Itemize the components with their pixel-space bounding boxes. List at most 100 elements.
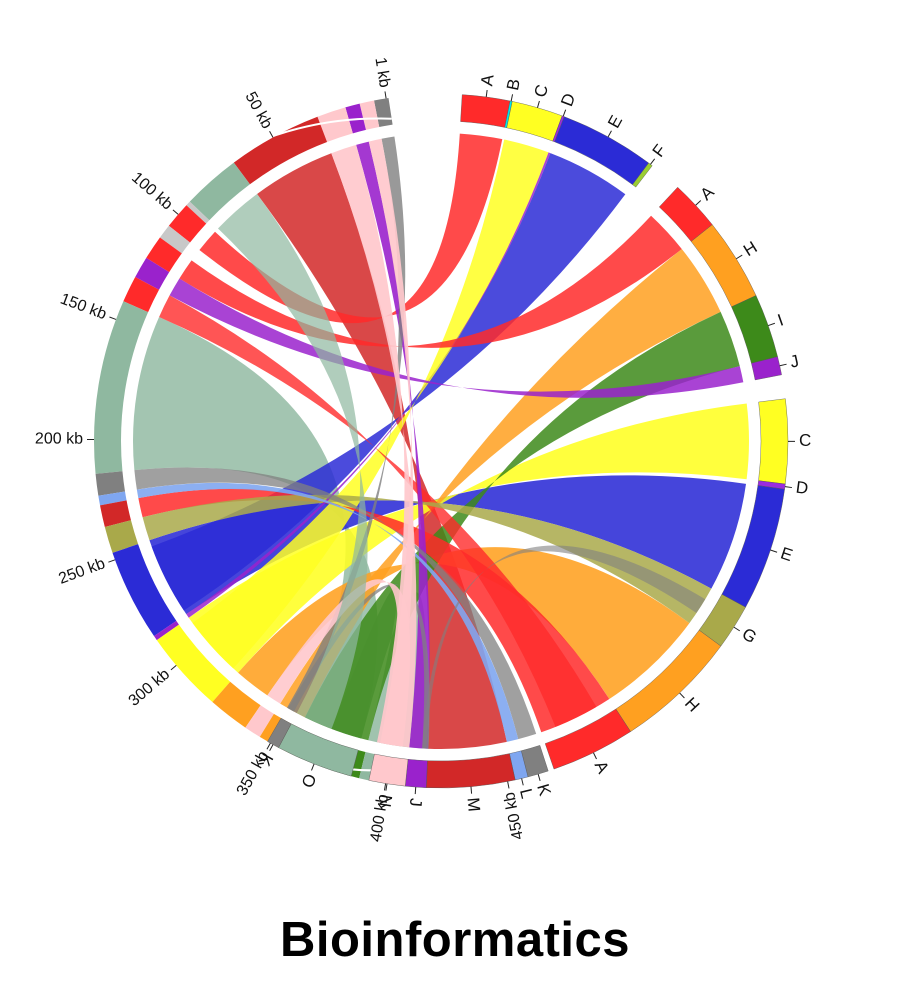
genome-segment-a: [123, 276, 160, 313]
group-tick: [485, 89, 488, 98]
group-segment-label: H: [740, 238, 760, 261]
group-segment-label: A: [591, 758, 613, 777]
group-segment-c: [758, 398, 789, 485]
group-segment-label: H: [681, 694, 703, 716]
genome-tick: [269, 131, 274, 138]
genome-segment-o: [189, 162, 250, 221]
genome-segment-o: [94, 301, 149, 474]
group-segment-label: A: [697, 182, 719, 204]
genome-tick-label: 300 kb: [126, 666, 174, 710]
genome-tick-label: 250 kb: [56, 555, 107, 587]
group-tick: [385, 783, 388, 791]
group-segment-label: K: [533, 782, 555, 799]
group-tick: [736, 254, 743, 260]
ribbon-o: [217, 193, 368, 729]
group-tick: [414, 787, 417, 795]
group-segment-k: [267, 717, 292, 748]
genome-segment-m: [233, 116, 328, 185]
group-segment-label: D: [795, 478, 810, 498]
ribbon-c: [188, 403, 749, 673]
genome-segment-h: [212, 681, 261, 728]
genome-guide-line: [51, 117, 429, 772]
group-segment-m: [426, 753, 516, 789]
group-segment-a: [460, 94, 511, 128]
group-tick: [768, 322, 776, 327]
group-segment-label: E: [604, 112, 626, 131]
group-segment-a: [544, 708, 631, 770]
genome-segment-j: [135, 257, 170, 290]
ribbon-j: [356, 141, 430, 749]
group-segment-label: A: [477, 73, 497, 87]
ribbon-j: [169, 278, 744, 398]
group-segment-j: [751, 356, 782, 381]
group-segment-label: C: [799, 431, 811, 450]
genome-segment-k: [95, 471, 126, 496]
genome-tick-label: 1 kb: [371, 56, 393, 89]
group-segment-label: C: [530, 82, 552, 99]
group-segment-label: J: [406, 797, 426, 807]
genome-segment-l: [98, 491, 127, 506]
group-segment-n: [368, 753, 409, 787]
genome-segment-silver: [159, 225, 191, 254]
group-segment-label: B: [503, 77, 524, 92]
genome-segment-j: [154, 620, 179, 641]
genome-tick: [507, 781, 510, 789]
group-segment-label: O: [297, 771, 320, 790]
ribbon-a: [159, 295, 597, 727]
genome-tick-label: 150 kb: [58, 291, 109, 324]
genome-tick: [108, 559, 116, 563]
group-tick: [521, 778, 524, 786]
group-segment-label: I: [775, 310, 786, 329]
ribbon-o: [132, 316, 378, 739]
group-tick: [607, 130, 612, 138]
group-tick: [679, 692, 685, 699]
genome-tick: [266, 742, 271, 750]
genome-segment-n: [317, 107, 353, 142]
genome-tick: [384, 91, 387, 99]
genome-tick: [170, 664, 177, 671]
ribbon-h: [280, 248, 721, 718]
group-segment-label: L: [516, 787, 537, 801]
group-segment-label: D: [557, 91, 579, 109]
group-tick: [593, 752, 597, 760]
group-segment-label: G: [739, 624, 760, 647]
track-layer: [51, 94, 789, 789]
group-segment-c: [506, 101, 563, 142]
ribbon-a: [199, 133, 503, 324]
group-tick: [311, 763, 315, 771]
ribbon-n: [368, 138, 414, 746]
group-segment-i: [731, 295, 778, 364]
group-segment-label: M: [463, 797, 483, 813]
group-tick: [510, 94, 514, 102]
group-tick: [562, 109, 567, 117]
group-segment-f: [632, 162, 653, 188]
ribbon-c: [192, 139, 549, 669]
genome-segment-n: [359, 100, 380, 130]
group-tick: [470, 786, 473, 794]
group-tick: [537, 773, 541, 781]
genome-tick: [109, 316, 117, 320]
genome-tick-label: 200 kb: [35, 430, 83, 447]
group-tick: [770, 549, 778, 553]
group-segment-label: F: [649, 141, 670, 161]
genome-tick: [383, 783, 387, 791]
group-segment-label: E: [778, 543, 795, 565]
group-tick: [695, 200, 702, 206]
genome-segment-silver: [186, 201, 210, 224]
figure-caption: Bioinformatics: [279, 913, 631, 967]
group-tick: [784, 486, 792, 489]
group-segment-label: N: [375, 793, 396, 808]
group-tick: [650, 158, 656, 165]
ribbon-m: [257, 153, 507, 749]
genome-segment-n: [245, 705, 274, 737]
genome-segment-g: [104, 520, 139, 553]
group-tick: [779, 363, 787, 367]
ribbon-a: [179, 215, 682, 348]
genome-tick-label: 50 kb: [241, 89, 275, 132]
ribbon-layer: [132, 133, 749, 749]
genome-tick: [172, 209, 179, 215]
group-segment-label: J: [788, 351, 800, 371]
genome-segment-m: [100, 500, 131, 527]
group-tick: [733, 626, 741, 632]
